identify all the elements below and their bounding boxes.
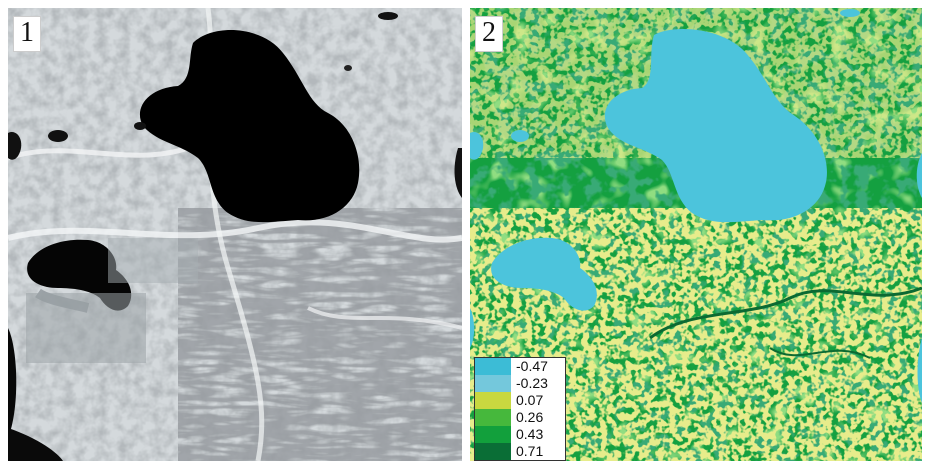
legend-swatch — [475, 375, 511, 392]
legend-item: -0.23 — [475, 375, 565, 392]
legend-label: 0.07 — [516, 392, 544, 408]
main-lake — [139, 30, 360, 223]
main-lake — [604, 28, 827, 223]
legend-item: -0.47 — [475, 358, 565, 375]
map-legend: -0.47 -0.23 0.07 0.26 0.43 0.71 — [474, 357, 566, 461]
west-lake — [491, 237, 597, 311]
west-lake — [27, 239, 132, 311]
legend-item: 0.71 — [475, 443, 565, 460]
legend-swatch — [475, 426, 511, 443]
legend-swatch — [475, 392, 511, 409]
panel-number: 2 — [475, 16, 503, 52]
legend-swatch — [475, 358, 511, 375]
legend-label: -0.23 — [516, 375, 548, 391]
grayscale-image — [8, 8, 462, 461]
panel-number: 1 — [13, 16, 41, 52]
legend-item: 0.07 — [475, 392, 565, 409]
classified-map — [470, 8, 922, 461]
legend-swatch — [475, 443, 511, 460]
legend-label: 0.43 — [516, 426, 544, 442]
legend-item: 0.26 — [475, 409, 565, 426]
legend-label: 0.71 — [516, 443, 544, 459]
legend-label: 0.26 — [516, 409, 544, 425]
legend-label: -0.47 — [516, 358, 548, 374]
grayscale-image-panel: 1 — [8, 8, 462, 461]
classified-map-panel: 2 -0.47 -0.23 0.07 0.26 0.43 0.71 — [470, 8, 922, 461]
legend-swatch — [475, 409, 511, 426]
legend-item: 0.43 — [475, 426, 565, 443]
